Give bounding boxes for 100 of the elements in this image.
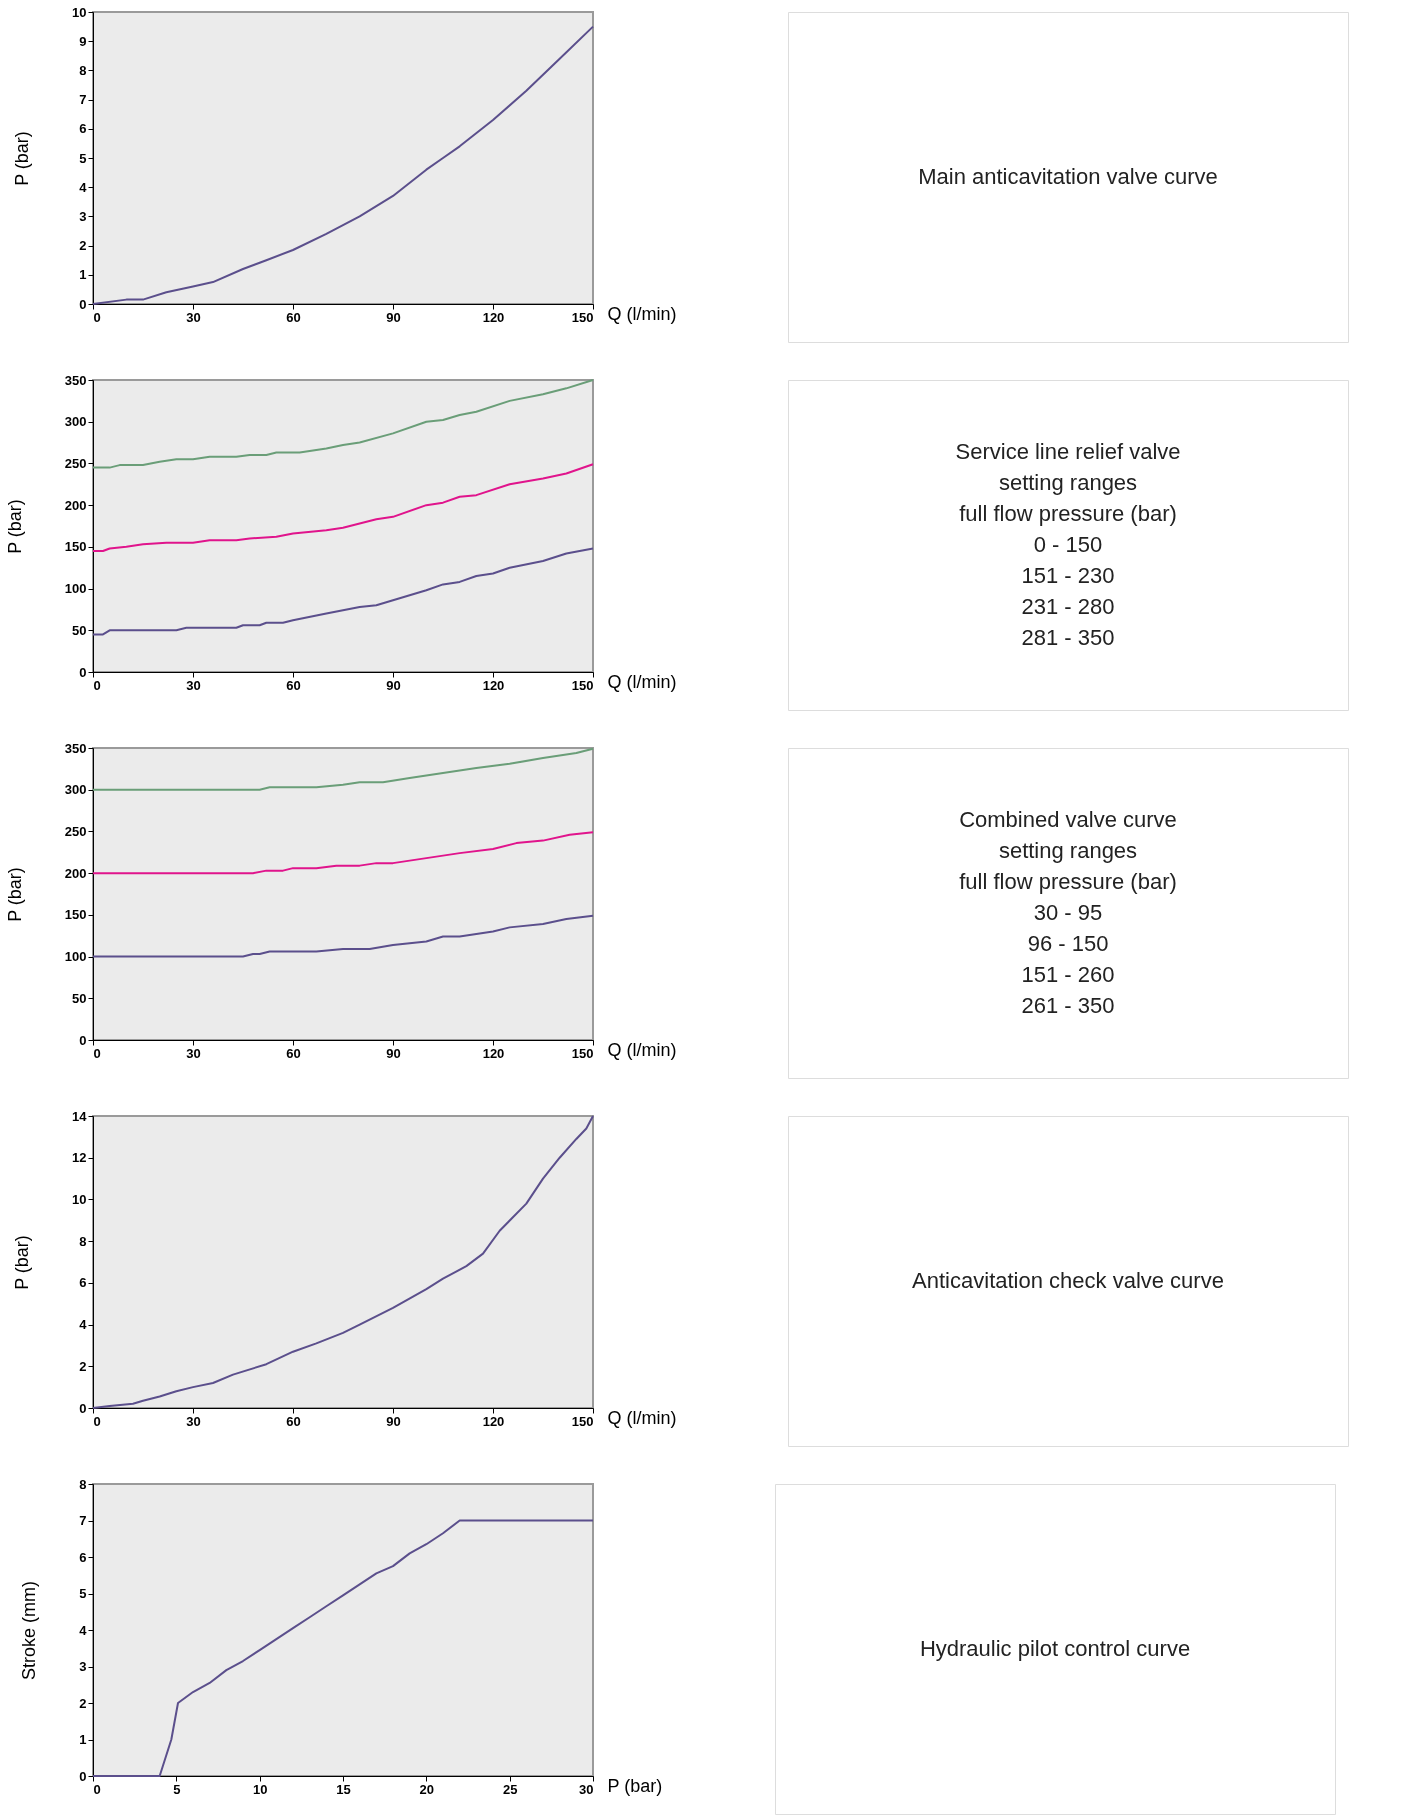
x-tick-label: 0 (93, 677, 101, 693)
x-tick-label: 90 (386, 1045, 401, 1061)
y-tick-label: 0 (79, 1768, 87, 1784)
y-tick-label: 300 (64, 414, 87, 430)
x-tick-label: 120 (482, 677, 505, 693)
y-tick-label: 4 (79, 179, 88, 195)
y-tick-label: 6 (79, 1275, 87, 1291)
y-tick-label: 100 (64, 581, 87, 597)
text: setting ranges (998, 470, 1138, 495)
x-axis-title: Q (l/min) (607, 1407, 677, 1428)
y-tick-label: 50 (72, 622, 87, 638)
line-series (92, 379, 594, 469)
y-tick-label: 10 (72, 4, 87, 20)
y-axis-title: P (bar) (4, 499, 25, 554)
x-tick-label: 120 (482, 1413, 505, 1429)
text: full flow pressure (bar) (959, 501, 1177, 526)
text: 96 - 150 (1027, 931, 1109, 956)
y-tick-label: 100 (64, 949, 87, 965)
text: Combined valve curve (959, 807, 1177, 832)
y-tick-label: 3 (79, 1659, 87, 1674)
x-tick-label: 150 (571, 309, 594, 325)
line-series (92, 831, 594, 875)
x-tick-label: 30 (186, 309, 201, 325)
x-tick-label: 20 (419, 1781, 435, 1797)
y-tick-label: 2 (79, 1358, 87, 1374)
text: Service line relief valve (955, 439, 1181, 464)
y-tick-label: 150 (64, 907, 87, 923)
x-axis-title: Q (l/min) (607, 1039, 677, 1060)
y-tick-label: 0 (79, 1032, 87, 1048)
x-tick-label: 30 (579, 1781, 594, 1797)
x-tick-label: 150 (571, 1045, 594, 1061)
x-tick-label: 25 (502, 1781, 518, 1797)
y-tick-label: 6 (79, 121, 87, 137)
x-tick-label: 10 (252, 1781, 268, 1797)
x-tick-label: 60 (286, 677, 301, 693)
y-tick-label: 300 (64, 782, 87, 798)
y-tick-label: 0 (79, 1400, 87, 1416)
x-tick-label: 30 (186, 1413, 201, 1429)
text: 151 - 230 (1021, 563, 1115, 588)
y-tick-label: 6 (79, 1549, 87, 1565)
x-tick-label: 0 (93, 1413, 101, 1429)
text: Anticavitation check valve curve (912, 1268, 1224, 1293)
y-tick-label: 0 (79, 296, 87, 312)
x-axis-title: P (bar) (607, 1775, 663, 1796)
x-tick-label: 60 (286, 1413, 301, 1429)
line-series (92, 547, 594, 636)
y-tick-label: 3 (79, 208, 87, 224)
y-tick-label: 1 (79, 1732, 87, 1747)
line-series (92, 463, 594, 553)
x-axis-title: Q (l/min) (607, 671, 677, 692)
y-tick-label: 150 (64, 539, 87, 555)
text: Hydraulic pilot control curve (919, 1636, 1191, 1661)
y-axis-title: P (bar) (4, 867, 25, 922)
text: full flow pressure (bar) (959, 869, 1177, 894)
x-tick-label: 120 (482, 1045, 505, 1061)
y-tick-label: 8 (79, 62, 87, 78)
y-tick-label: 2 (79, 1695, 87, 1711)
y-tick-label: 4 (79, 1317, 88, 1333)
text: Main anticavitation valve curve (918, 164, 1218, 189)
y-tick-label: 200 (64, 497, 87, 513)
x-tick-label: 0 (93, 1045, 101, 1061)
y-tick-label: 10 (72, 1191, 87, 1207)
y-tick-label: 5 (79, 1586, 87, 1601)
x-tick-label: 60 (286, 309, 301, 325)
y-tick-label: 350 (64, 740, 87, 756)
y-tick-label: 250 (64, 823, 87, 839)
y-tick-label: 4 (79, 1622, 88, 1638)
text: 0 - 150 (1033, 532, 1103, 557)
y-tick-label: 14 (72, 1108, 88, 1124)
x-tick-label: 30 (186, 677, 201, 693)
y-tick-label: 7 (79, 92, 87, 108)
y-tick-label: 12 (72, 1150, 87, 1166)
y-tick-label: 8 (79, 1476, 87, 1492)
text: 151 - 260 (1021, 962, 1115, 987)
x-tick-label: 120 (482, 309, 505, 325)
x-tick-label: 90 (386, 677, 401, 693)
text: 30 - 95 (1033, 900, 1103, 925)
y-tick-label: 2 (79, 238, 87, 254)
x-tick-label: 150 (571, 1413, 594, 1429)
y-tick-label: 50 (72, 990, 87, 1006)
y-axis-title: Stroke (mm) (19, 1581, 40, 1680)
line-series (92, 747, 594, 791)
y-tick-label: 7 (79, 1513, 87, 1528)
x-tick-label: 0 (93, 1781, 101, 1797)
line-series (92, 914, 594, 958)
y-tick-label: 250 (64, 455, 87, 471)
y-tick-label: 8 (79, 1233, 87, 1249)
text: 231 - 280 (1021, 594, 1115, 619)
x-tick-label: 90 (386, 1413, 401, 1429)
text: setting ranges (998, 838, 1138, 863)
x-tick-label: 150 (571, 677, 594, 693)
text: 261 - 350 (1021, 993, 1115, 1018)
y-tick-label: 350 (64, 372, 87, 388)
y-axis-title: P (bar) (12, 131, 33, 186)
y-tick-label: 0 (79, 664, 87, 680)
text: 281 - 350 (1021, 625, 1115, 650)
x-tick-label: 60 (286, 1045, 301, 1061)
y-tick-label: 200 (64, 865, 87, 881)
x-tick-label: 30 (186, 1045, 201, 1061)
x-axis-title: Q (l/min) (607, 303, 677, 324)
